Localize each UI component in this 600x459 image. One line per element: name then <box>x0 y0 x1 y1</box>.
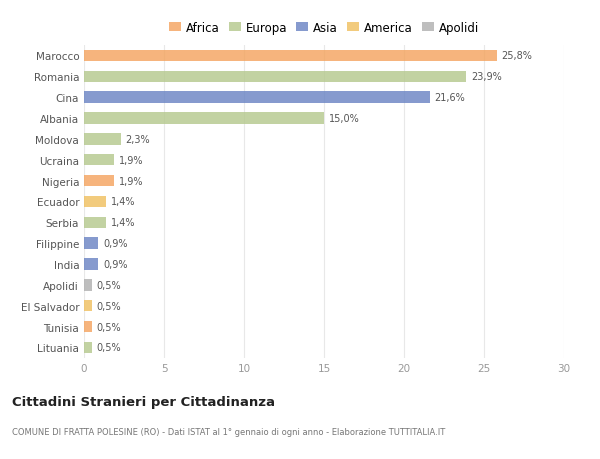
Bar <box>84 134 121 145</box>
Bar <box>84 342 92 353</box>
Bar <box>84 50 497 62</box>
Text: 1,4%: 1,4% <box>111 218 136 228</box>
Bar <box>84 300 92 312</box>
Bar <box>84 217 106 229</box>
Bar <box>84 175 115 187</box>
Text: 0,9%: 0,9% <box>103 239 128 249</box>
Bar <box>84 321 92 332</box>
Text: 0,5%: 0,5% <box>97 342 121 353</box>
Text: 23,9%: 23,9% <box>471 72 502 82</box>
Text: 0,5%: 0,5% <box>97 322 121 332</box>
Text: 2,3%: 2,3% <box>125 134 150 145</box>
Bar <box>84 196 106 207</box>
Text: 1,9%: 1,9% <box>119 155 144 165</box>
Text: 0,5%: 0,5% <box>97 280 121 290</box>
Bar <box>84 72 466 83</box>
Text: 25,8%: 25,8% <box>502 51 532 62</box>
Bar <box>84 113 324 124</box>
Bar <box>84 155 115 166</box>
Text: 21,6%: 21,6% <box>434 93 465 103</box>
Text: 1,9%: 1,9% <box>119 176 144 186</box>
Bar <box>84 259 98 270</box>
Text: 0,9%: 0,9% <box>103 259 128 269</box>
Legend: Africa, Europa, Asia, America, Apolidi: Africa, Europa, Asia, America, Apolidi <box>167 19 481 37</box>
Bar <box>84 280 92 291</box>
Text: 1,4%: 1,4% <box>111 197 136 207</box>
Bar <box>84 238 98 249</box>
Text: 15,0%: 15,0% <box>329 114 359 124</box>
Text: COMUNE DI FRATTA POLESINE (RO) - Dati ISTAT al 1° gennaio di ogni anno - Elabora: COMUNE DI FRATTA POLESINE (RO) - Dati IS… <box>12 427 445 436</box>
Bar <box>84 92 430 104</box>
Text: Cittadini Stranieri per Cittadinanza: Cittadini Stranieri per Cittadinanza <box>12 395 275 408</box>
Text: 0,5%: 0,5% <box>97 301 121 311</box>
